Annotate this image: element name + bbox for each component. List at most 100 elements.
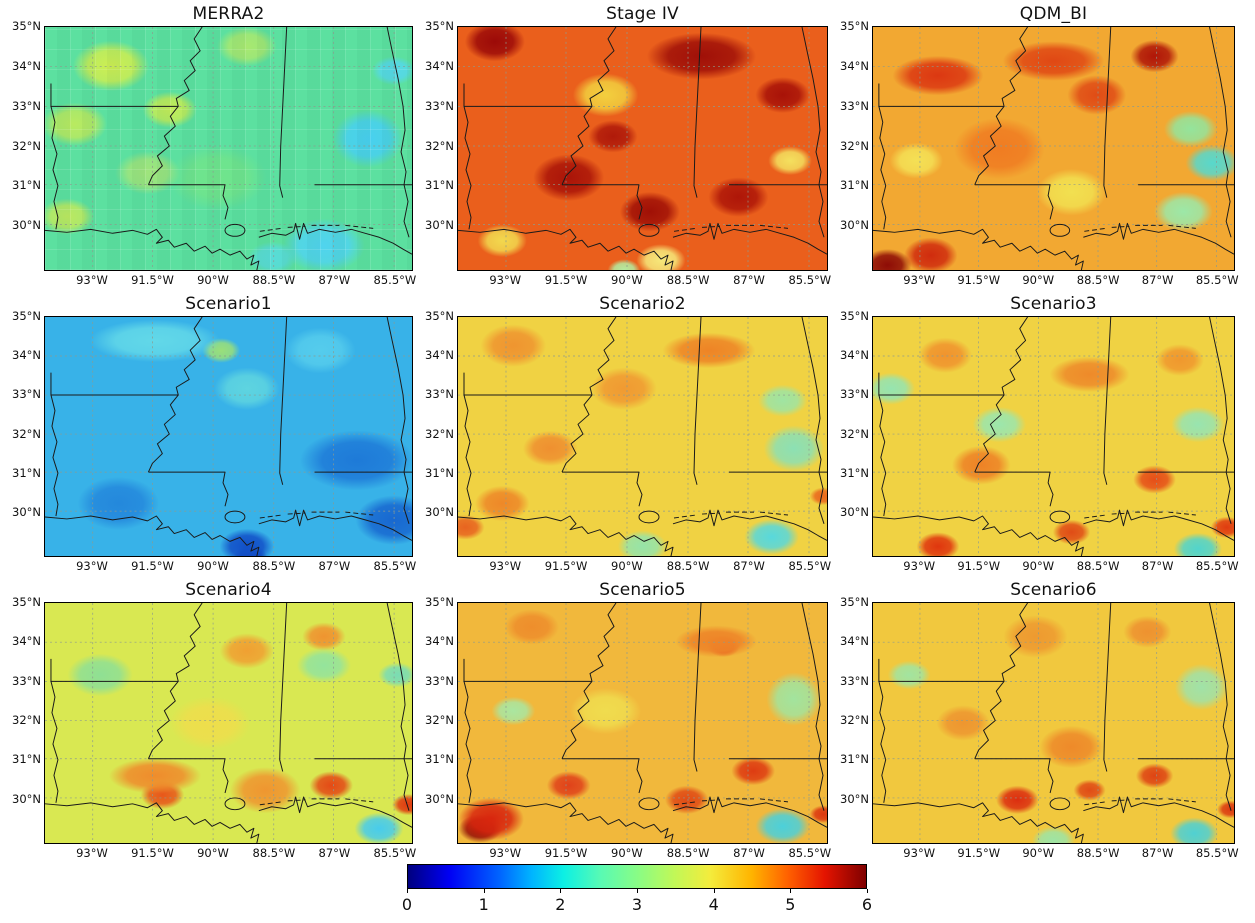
colorbar-tick-marks [407,889,868,893]
y-tick-label: 34°N [12,58,41,73]
graticule-gridlines [873,603,1234,843]
panel-scenario6: Scenario6 35°N 34°N 33°N 32°N 31°N 30°N [828,576,1255,863]
state-borders [873,317,1234,556]
x-tick-label: 90°W [1022,273,1055,287]
x-tick-label: 90°W [611,273,643,287]
x-tick-label: 87°W [318,273,351,287]
x-axis: 93°W 91.5°W 90°W 88.5°W 87°W 85.5°W [872,844,1238,863]
y-tick-label: 34°N [840,58,869,73]
map-plot [872,316,1235,557]
colorbar-tick-label: 4 [708,895,719,914]
x-tick-label: 85.5°W [373,846,417,860]
y-tick-label: 35°N [12,309,41,323]
y-tick-label: 30°N [840,218,869,233]
map-overlay [458,27,827,270]
y-tick-label: 32°N [425,138,454,153]
y-tick-label: 35°N [425,309,454,323]
x-tick-label: 93°W [903,273,936,287]
y-tick-label: 34°N [425,58,454,73]
x-tick-label: 88.5°W [252,273,296,287]
map-plot [44,26,413,271]
x-tick-label: 93°W [76,273,108,287]
colorbar-tick-label: 6 [861,895,873,914]
x-tick-label: 91.5°W [544,559,588,573]
lake-pontchartrain-outline [638,223,660,237]
x-axis: 93°W 91.5°W 90°W 88.5°W 87°W 85.5°W [44,844,416,863]
x-tick-label: 88.5°W [1076,559,1120,573]
map-overlay [873,603,1234,843]
barrier-islands [673,511,789,519]
map-plot [872,26,1235,271]
y-tick-label: 32°N [425,713,454,728]
y-axis: 35°N 34°N 33°N 32°N 31°N 30°N [828,19,872,271]
x-tick-label: 91.5°W [544,273,588,287]
x-axis: 93°W 91.5°W 90°W 88.5°W 87°W 85.5°W [457,844,831,863]
colorbar-tick-mark [637,889,638,893]
y-axis: 35°N 34°N 33°N 32°N 31°N 30°N [828,595,872,844]
panel-scenario3: Scenario3 35°N 34°N 33°N 32°N 31°N 30°N [828,290,1255,576]
graticule-gridlines [45,317,412,556]
x-tick-label: 88.5°W [666,273,710,287]
x-tick-label: 91.5°W [131,559,174,573]
graticule-gridlines [45,27,412,270]
state-borders [873,27,1234,270]
y-tick-label: 31°N [12,465,41,480]
y-tick-label: 35°N [425,595,454,609]
map-plot [457,316,828,557]
y-tick-label: 30°N [425,791,454,806]
y-tick-label: 35°N [425,19,454,33]
barrier-islands [673,798,789,806]
graticule-gridlines [873,317,1234,556]
x-tick-label: 91.5°W [131,846,174,860]
x-tick-label: 90°W [197,273,229,287]
panel-merra2: MERRA2 35°N 34°N 33°N 32°N 31°N 30°N [0,0,416,290]
panel-title: Scenario3 [1010,294,1097,314]
map-plot [457,26,828,271]
panel-scenario2: Scenario2 35°N 34°N 33°N 32°N 31°N 30°N [413,290,831,576]
map-overlay [45,603,412,843]
panel-scenario4: Scenario4 35°N 34°N 33°N 32°N 31°N 30°N [0,576,416,863]
x-tick-label: 90°W [1022,559,1055,573]
y-tick-label: 30°N [12,504,41,519]
y-tick-label: 35°N [840,595,869,609]
state-borders [45,27,412,270]
x-tick-label: 91.5°W [131,273,174,287]
x-tick-label: 85.5°W [1195,273,1239,287]
colorbar-tick-label: 2 [555,895,566,914]
map-overlay [458,603,827,843]
x-tick-label: 87°W [733,273,765,287]
barrier-islands [259,511,374,519]
x-tick-label: 85.5°W [788,273,832,287]
x-tick-label: 93°W [76,846,108,860]
x-tick-label: 93°W [76,559,108,573]
y-tick-label: 34°N [425,634,454,649]
barrier-islands [259,224,374,232]
panel-grid: MERRA2 35°N 34°N 33°N 32°N 31°N 30°N [0,0,1255,863]
y-tick-label: 33°N [425,98,454,113]
x-tick-label: 87°W [1141,846,1174,860]
y-tick-label: 33°N [12,387,41,402]
panel-scenario5: Scenario5 35°N 34°N 33°N 32°N 31°N 30°N [413,576,831,863]
y-axis: 35°N 34°N 33°N 32°N 31°N 30°N [413,19,457,271]
colorbar-tick-label: 5 [785,895,796,914]
x-axis: 93°W 91.5°W 90°W 88.5°W 87°W 85.5°W [44,557,416,576]
x-tick-label: 87°W [1141,273,1174,287]
x-tick-label: 87°W [1141,559,1174,573]
colorbar: 0 1 2 3 4 5 6 [402,864,872,917]
y-tick-label: 35°N [12,595,41,609]
x-tick-label: 88.5°W [666,559,710,573]
x-tick-label: 90°W [611,559,643,573]
x-tick-label: 87°W [318,559,351,573]
panel-title: QDM_BI [1019,4,1088,24]
y-tick-label: 33°N [12,673,41,688]
colorbar-tick-label: 3 [631,895,643,914]
map-overlay [45,317,412,556]
lake-pontchartrain-outline [1049,510,1071,524]
panel-title: Stage IV [606,4,679,24]
lake-pontchartrain-outline [224,510,246,524]
lake-pontchartrain-outline [638,510,660,524]
colorbar-tick-label: 0 [401,895,413,914]
y-tick-label: 32°N [840,138,869,153]
lake-pontchartrain-outline [224,223,246,237]
